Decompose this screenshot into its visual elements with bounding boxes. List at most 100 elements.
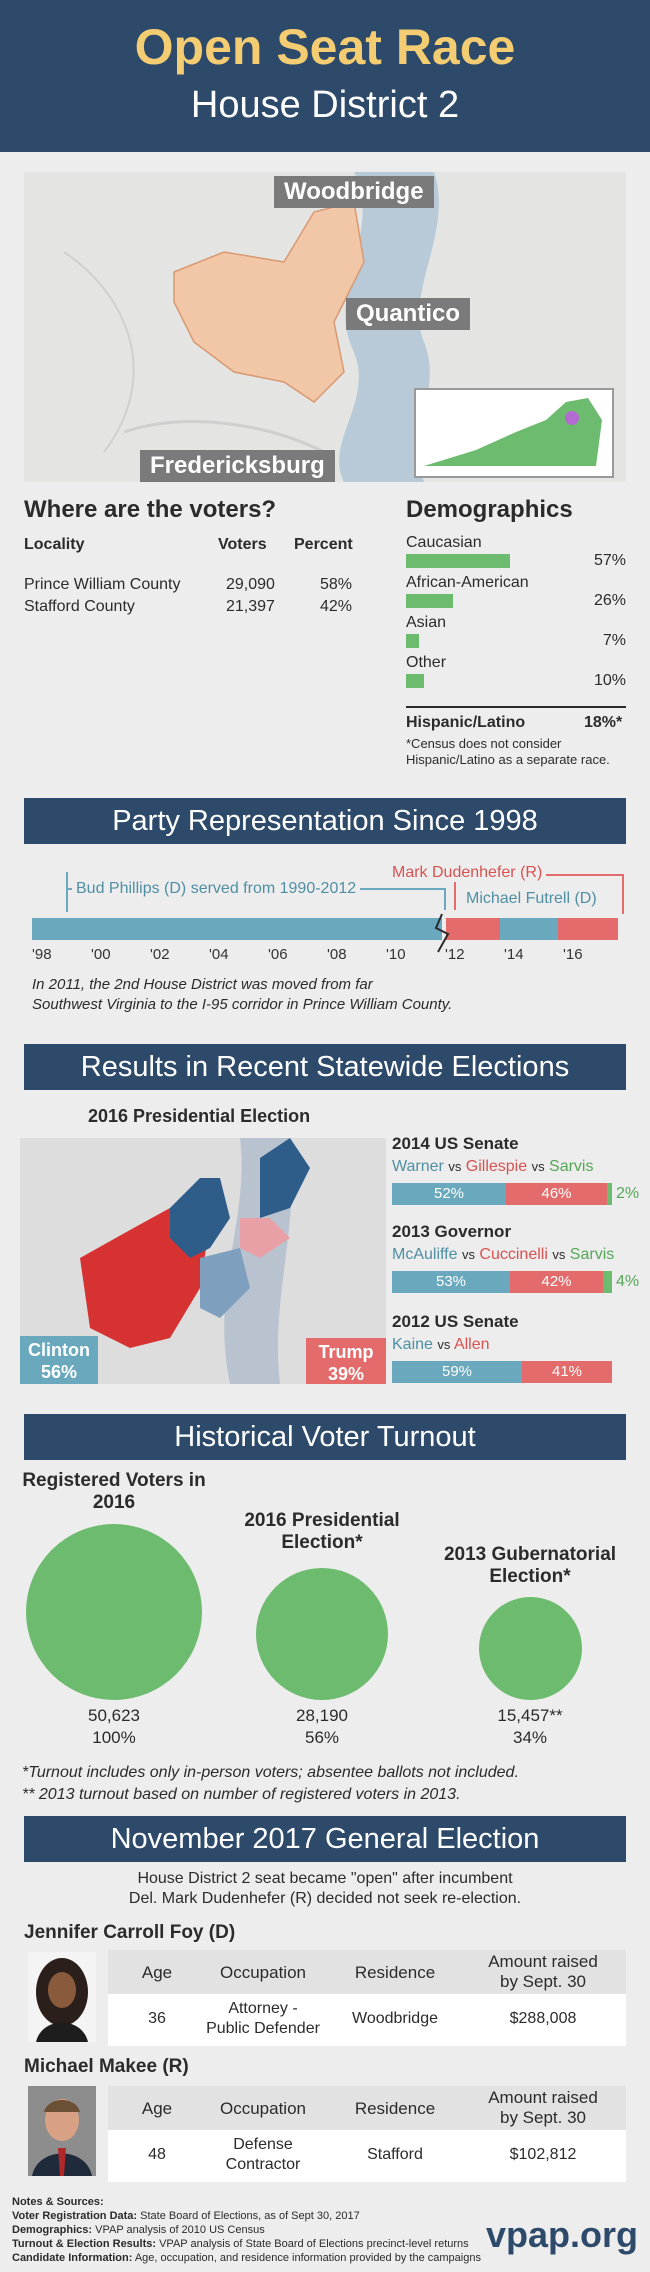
note-line: Candidate Information: Age, occupation, … bbox=[12, 2252, 481, 2264]
cell-age: 48 bbox=[148, 2146, 166, 2163]
race-vs: vs bbox=[437, 1337, 451, 1352]
dudenhefer-label: Mark Dudenhefer (R) bbox=[388, 864, 547, 882]
trump-name: Trump bbox=[318, 1342, 374, 1362]
party-banner: Party Representation Since 1998 bbox=[24, 798, 626, 844]
page-title: Open Seat Race bbox=[134, 19, 516, 75]
race-rep: Gillespie bbox=[465, 1158, 528, 1175]
race-rep: Allen bbox=[453, 1336, 490, 1353]
race-rep-seg: 41% bbox=[522, 1361, 612, 1383]
turnout-pct: 100% bbox=[92, 1728, 136, 1747]
note-text: VPAP analysis of State Board of Election… bbox=[156, 2238, 469, 2250]
timeline-rep-dudenhefer bbox=[446, 918, 500, 940]
table-header bbox=[108, 2086, 626, 2130]
demographic-label: African-American bbox=[406, 574, 529, 591]
note-line: Voter Registration Data: State Board of … bbox=[12, 2210, 360, 2222]
race-rep: Cuccinelli bbox=[479, 1246, 548, 1263]
th-age: Age bbox=[141, 1963, 173, 1982]
turnout-pct: 34% bbox=[512, 1728, 548, 1747]
race-candidates: McAuliffe vs Cuccinelli vs Sarvis bbox=[392, 1246, 614, 1264]
map-label-fredericksburg: Fredericksburg bbox=[140, 450, 335, 482]
district-map: Woodbridge Quantico Fredericksburg bbox=[24, 172, 626, 482]
demographic-pct: 26% bbox=[593, 592, 626, 609]
clinton-pct: 56% bbox=[40, 1362, 78, 1382]
race-vs: vs bbox=[461, 1247, 475, 1262]
race-third: Sarvis bbox=[569, 1246, 615, 1263]
th-amount: by Sept. 30 bbox=[499, 1972, 586, 1991]
race-rep-seg: 46% bbox=[506, 1183, 607, 1205]
timeline-break-marker bbox=[434, 913, 450, 953]
cell-amount: $288,008 bbox=[509, 2010, 577, 2027]
turnout-title-registered: Registered Voters in 2016 bbox=[22, 1470, 206, 1513]
phillips-bracket bbox=[444, 888, 446, 910]
th-amount: by Sept. 30 bbox=[499, 2108, 586, 2127]
demographics-heading: Demographics bbox=[406, 496, 573, 523]
phillips-label: Bud Phillips (D) served from 1990-2012 bbox=[72, 880, 361, 898]
timeline-ticks: '98 '00 '02 '04 '06 '08 '10 '12 '14 '16 bbox=[0, 946, 650, 966]
general-intro: Del. Mark Dudenhefer (R) decided not see… bbox=[128, 1890, 522, 1907]
district-move-note: In 2011, the 2nd House District was move… bbox=[32, 976, 373, 993]
timeline-tick: '06 bbox=[268, 946, 288, 963]
cell-residence: Stafford bbox=[367, 2146, 423, 2163]
turnout-banner: Historical Voter Turnout bbox=[24, 1414, 626, 1460]
race-dem-seg: 53% bbox=[392, 1271, 510, 1293]
census-footnote: Hispanic/Latino as a separate race. bbox=[406, 752, 610, 767]
race-rep-seg: 42% bbox=[510, 1271, 603, 1293]
timeline-tick: '98 bbox=[32, 946, 52, 963]
race-bar: 59% 41% bbox=[392, 1361, 612, 1383]
person-icon bbox=[28, 2086, 96, 2176]
demographic-bar bbox=[406, 554, 510, 568]
turnout-note: *Turnout includes only in-person voters;… bbox=[22, 1764, 519, 1781]
locality-percent: 42% bbox=[320, 598, 353, 615]
candidate-photo bbox=[28, 1952, 96, 2042]
hispanic-label: Hispanic/Latino bbox=[406, 714, 526, 731]
demographic-pct: 7% bbox=[602, 632, 626, 649]
candidate-name: Michael Makee (R) bbox=[24, 2056, 189, 2077]
cell-age: 36 bbox=[148, 2010, 166, 2027]
timeline-tick: '16 bbox=[563, 946, 583, 963]
th-amount: Amount raised bbox=[488, 2088, 598, 2107]
timeline-tick: '00 bbox=[91, 946, 111, 963]
locality-name: Stafford County bbox=[24, 598, 135, 615]
col-voters: Voters bbox=[218, 536, 267, 553]
cell-occupation: Attorney - bbox=[228, 2000, 298, 2017]
demographic-bar bbox=[406, 594, 453, 608]
th-amount: Amount raised bbox=[488, 1952, 598, 1971]
voters-heading: Where are the voters? bbox=[24, 496, 277, 523]
locality-name: Prince William County bbox=[24, 576, 181, 593]
trump-pct: 39% bbox=[327, 1364, 365, 1384]
census-footnote: *Census does not consider bbox=[406, 736, 562, 751]
race-third-seg bbox=[603, 1271, 612, 1293]
candidate-photo bbox=[28, 2086, 96, 2176]
note-label: Demographics: bbox=[12, 2224, 93, 2236]
th-residence: Residence bbox=[354, 1963, 436, 1982]
col-locality: Locality bbox=[24, 536, 85, 553]
col-percent: Percent bbox=[294, 536, 353, 553]
cell-occupation: Public Defender bbox=[206, 2020, 320, 2037]
locality-percent: 58% bbox=[320, 576, 353, 593]
timeline-tick: '10 bbox=[386, 946, 406, 963]
general-banner: November 2017 General Election bbox=[24, 1816, 626, 1862]
hispanic-pct: 18%* bbox=[584, 714, 623, 731]
race-dem-seg: 59% bbox=[392, 1361, 522, 1383]
th-occupation: Occupation bbox=[220, 2099, 306, 2118]
timeline-tick: '12 bbox=[445, 946, 465, 963]
general-intro: House District 2 seat became "open" afte… bbox=[137, 1870, 513, 1887]
demographic-label: Caucasian bbox=[406, 534, 482, 551]
demographic-pct: 57% bbox=[593, 552, 626, 569]
turnout-pct: 56% bbox=[304, 1728, 340, 1747]
race-vs: vs bbox=[448, 1159, 462, 1174]
race-bar: 52% 46% bbox=[392, 1183, 612, 1205]
turnout-circle-2016 bbox=[256, 1568, 388, 1700]
candidate-table: Age Occupation Residence Amount raised b… bbox=[108, 2086, 626, 2182]
note-label: Turnout & Election Results: bbox=[12, 2238, 157, 2250]
vpap-logo[interactable]: vpap.org bbox=[486, 2214, 639, 2255]
timeline-tick: '14 bbox=[504, 946, 524, 963]
clinton-tag: Clinton 56% bbox=[20, 1336, 98, 1384]
statewide-banner: Results in Recent Statewide Elections bbox=[24, 1044, 626, 1090]
race-third-pct: 4% bbox=[616, 1273, 640, 1290]
demographic-bar bbox=[406, 674, 424, 688]
timeline-rep-dudenhefer bbox=[558, 918, 618, 940]
cell-occupation: Contractor bbox=[225, 2156, 301, 2173]
cell-occupation: Defense bbox=[233, 2136, 293, 2153]
race-dem: Kaine bbox=[392, 1336, 433, 1353]
